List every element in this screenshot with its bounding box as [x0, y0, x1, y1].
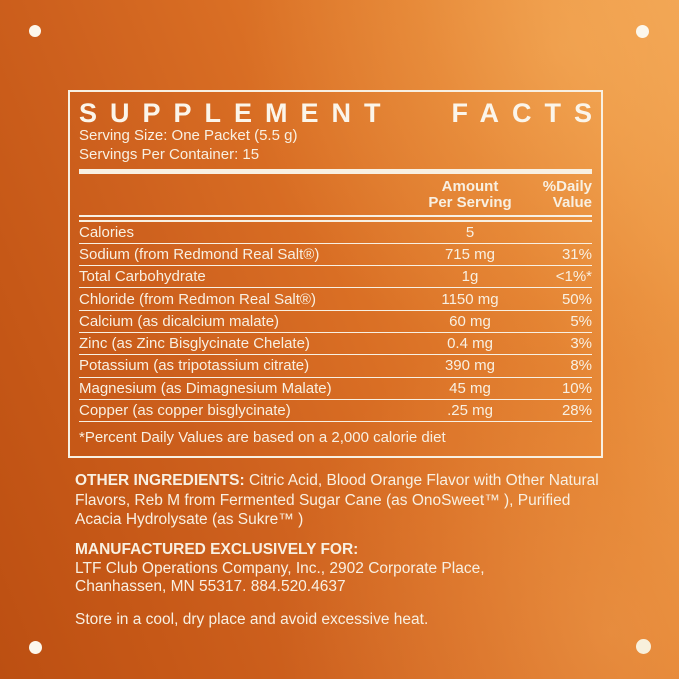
table-row: Magnesium (as Dimagnesium Malate) 45 mg …	[79, 378, 592, 400]
table-row: Potassium (as tripotassium citrate) 390 …	[79, 355, 592, 378]
manufacturer-address-line2: Chanhassen, MN 55317. 884.520.4637	[75, 578, 346, 595]
table-row: Calories 5	[79, 222, 592, 244]
registration-dot-bottom-right	[636, 639, 651, 654]
thick-rule	[79, 169, 592, 174]
table-row: Chloride (from Redmon Real Salt®) 1150 m…	[79, 288, 592, 311]
table-row: Calcium (as dicalcium malate) 60 mg 5%	[79, 311, 592, 333]
supplement-facts-panel: SUPPLEMENT FACTS Serving Size: One Packe…	[68, 90, 603, 458]
amount-header: Amount Per Serving	[428, 178, 512, 211]
double-rule	[79, 215, 592, 222]
registration-dot-top-right	[636, 25, 649, 38]
panel-title: SUPPLEMENT FACTS	[79, 99, 592, 127]
other-ingredients-label: OTHER INGREDIENTS:	[75, 472, 245, 489]
manufactured-for-label: MANUFACTURED EXCLUSIVELY FOR:	[75, 541, 359, 558]
table-row: Zinc (as Zinc Bisglycinate Chelate) 0.4 …	[79, 333, 592, 356]
manufactured-for: MANUFACTURED EXCLUSIVELY FOR: LTF Club O…	[75, 541, 603, 597]
other-ingredients: OTHER INGREDIENTS: Citric Acid, Blood Or…	[75, 471, 603, 530]
table-row: Sodium (from Redmond Real Salt®) 715 mg …	[79, 244, 592, 267]
registration-dot-bottom-left	[29, 641, 42, 654]
registration-dot-top-left	[29, 25, 41, 37]
table-row: Total Carbohydrate 1g <1%*	[79, 266, 592, 289]
serving-size: Serving Size: One Packet (5.5 g)	[79, 127, 298, 144]
table-row: Copper (as copper bisglycinate) .25 mg 2…	[79, 400, 592, 423]
storage-instructions: Store in a cool, dry place and avoid exc…	[75, 611, 429, 628]
table-header: Amount Per Serving %Daily Value	[79, 174, 592, 210]
daily-value-footnote: *Percent Daily Values are based on a 2,0…	[79, 429, 446, 447]
daily-value-header: %Daily Value	[542, 178, 592, 211]
servings-per-container: Servings Per Container: 15	[79, 145, 260, 163]
other-ingredients-text: Citric Acid, Blood Orange Flavor with Ot…	[75, 472, 599, 528]
panel-title-word-2: FACTS	[451, 98, 605, 128]
manufacturer-address-line1: LTF Club Operations Company, Inc., 2902 …	[75, 559, 485, 577]
panel-title-word-1: SUPPLEMENT	[79, 98, 394, 128]
